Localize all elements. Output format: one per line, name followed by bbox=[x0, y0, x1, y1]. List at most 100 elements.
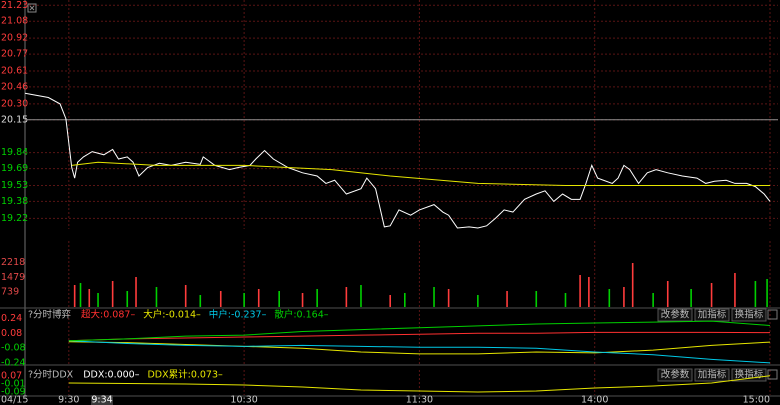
volume-bar bbox=[433, 287, 435, 307]
volume-bar bbox=[631, 263, 634, 307]
volume-bar bbox=[690, 289, 692, 307]
y-tick-label: 739 bbox=[1, 287, 19, 298]
x-tick-label: 11:30 bbox=[406, 395, 433, 405]
y-tick-label: -0.09 bbox=[1, 387, 26, 398]
y-tick-label: 19.69 bbox=[1, 163, 28, 174]
y-tick-label: 1479 bbox=[1, 272, 25, 283]
panel-label: DDX:0.000– bbox=[83, 370, 140, 381]
series-line bbox=[68, 340, 771, 364]
y-tick-label: 2218 bbox=[1, 257, 25, 268]
y-tick-label: 20.61 bbox=[1, 66, 28, 77]
y-tick-label: -0.24 bbox=[1, 358, 26, 369]
volume-bar bbox=[278, 291, 280, 307]
cursor-box bbox=[91, 395, 113, 405]
volume-bar bbox=[766, 279, 768, 307]
cursor-label: 9:34 bbox=[91, 395, 112, 405]
volume-bar bbox=[79, 283, 82, 307]
volume-bar bbox=[219, 291, 222, 307]
volume-bar bbox=[360, 285, 362, 307]
date-label: 04/15 bbox=[1, 395, 28, 405]
y-tick-label: -0.08 bbox=[1, 343, 26, 354]
volume-bar bbox=[73, 285, 76, 307]
y-tick-label: 0.24 bbox=[1, 313, 22, 324]
legend-entry: 中户:-0.237– bbox=[209, 309, 267, 321]
x-tick-label: 15:00 bbox=[743, 395, 770, 405]
series-line bbox=[68, 341, 771, 355]
x-tick-label: 10:30 bbox=[230, 395, 257, 405]
button-label[interactable]: 改参数 bbox=[661, 369, 690, 381]
y-tick-label: -0.01 bbox=[1, 379, 26, 390]
volume-bar bbox=[506, 291, 508, 307]
panel-toggle[interactable] bbox=[767, 369, 778, 380]
button-label[interactable]: 加指标 bbox=[698, 369, 727, 381]
volume-bar bbox=[243, 293, 245, 307]
y-tick-label: 20.92 bbox=[1, 33, 28, 44]
volume-bar bbox=[535, 291, 538, 307]
series-line bbox=[71, 161, 770, 187]
volume-bar bbox=[301, 293, 304, 307]
button[interactable] bbox=[731, 368, 767, 382]
button-label[interactable]: 加指标 bbox=[698, 309, 727, 321]
volume-bar bbox=[564, 293, 567, 307]
close-icon[interactable] bbox=[27, 3, 37, 13]
volume-bar bbox=[184, 285, 187, 307]
volume-bar bbox=[88, 289, 91, 307]
volume-bar bbox=[97, 293, 99, 307]
volume-bar bbox=[477, 295, 479, 307]
y-tick-label: 20.30 bbox=[1, 98, 28, 109]
panel-title: ?分时博弈 bbox=[28, 309, 72, 321]
volume-bar bbox=[257, 289, 260, 307]
volume-bar bbox=[389, 295, 391, 307]
volume-bar bbox=[316, 289, 318, 307]
volume-bar bbox=[710, 283, 713, 307]
volume-bar bbox=[623, 287, 625, 307]
volume-bar bbox=[135, 277, 137, 307]
volume-bar bbox=[126, 291, 129, 307]
x-tick-label: 9:30 bbox=[58, 395, 79, 405]
button[interactable] bbox=[657, 368, 693, 382]
legend-entry: 散户:0.164– bbox=[274, 309, 328, 321]
y-tick-label: 19.22 bbox=[1, 213, 28, 224]
volume-bar bbox=[111, 281, 114, 307]
y-tick-label: 20.15 bbox=[1, 114, 28, 125]
volume-bar bbox=[754, 281, 757, 307]
volume-bar bbox=[199, 295, 202, 307]
legend-entry: DDX累计:0.073– bbox=[147, 369, 223, 381]
y-tick-label: 19.53 bbox=[1, 180, 28, 191]
volume-bar bbox=[652, 293, 654, 307]
button[interactable] bbox=[731, 308, 767, 322]
series-line bbox=[68, 375, 771, 393]
x-tick-label: 14:00 bbox=[581, 395, 608, 405]
y-tick-label: 19.84 bbox=[1, 147, 28, 158]
volume-bar bbox=[404, 293, 406, 307]
panel-toggle[interactable] bbox=[767, 309, 778, 320]
legend-entry: 超大:0.087– bbox=[81, 309, 135, 321]
y-tick-label: 19.38 bbox=[1, 196, 28, 207]
volume-bar bbox=[608, 289, 611, 307]
series-line bbox=[68, 320, 771, 342]
y-tick-label: 21.23 bbox=[1, 0, 28, 11]
volume-bar bbox=[588, 277, 590, 307]
volume-bar bbox=[155, 287, 158, 307]
panel-title: ?分时DDX bbox=[28, 369, 74, 381]
button[interactable] bbox=[694, 368, 730, 382]
close-icon-x bbox=[29, 5, 35, 11]
series-line bbox=[68, 331, 771, 342]
volume-bar bbox=[579, 275, 581, 307]
volume-bar bbox=[345, 287, 348, 307]
y-tick-label: 20.46 bbox=[1, 81, 28, 92]
y-tick-label: 0.08 bbox=[1, 328, 22, 339]
series-line bbox=[24, 92, 771, 229]
button-label[interactable]: 改参数 bbox=[661, 309, 690, 321]
y-tick-label: 21.08 bbox=[1, 16, 28, 27]
volume-bar bbox=[447, 289, 450, 307]
button[interactable] bbox=[657, 308, 693, 322]
button-label[interactable]: 换指标 bbox=[735, 309, 764, 321]
volume-bar bbox=[666, 281, 669, 307]
volume-bar bbox=[734, 273, 736, 307]
y-tick-label: 20.77 bbox=[1, 49, 28, 60]
legend-entry: 大户:-0.014– bbox=[143, 309, 201, 321]
y-tick-label: 0.07 bbox=[1, 371, 22, 382]
